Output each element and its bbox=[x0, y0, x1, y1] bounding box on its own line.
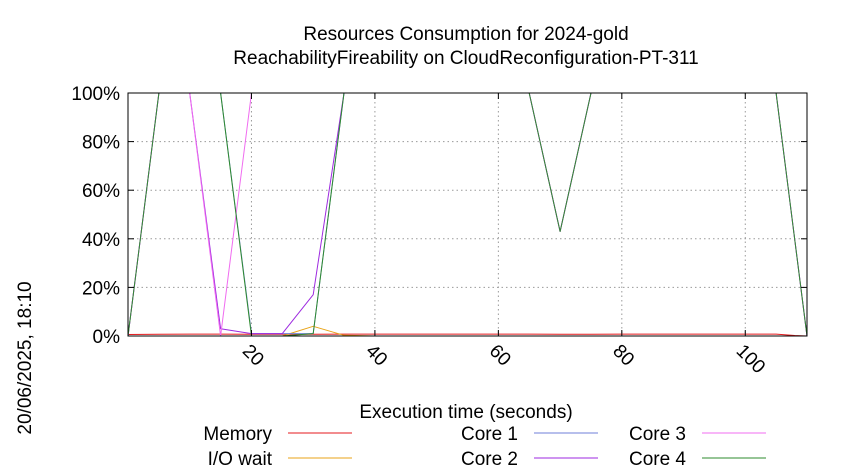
plot-frame bbox=[127, 92, 808, 337]
legend-label-core-4: Core 4 bbox=[629, 449, 686, 470]
axis-ticks: 0% 20% 40% 60% 80% 100% 20 40 60 80 100 bbox=[71, 84, 807, 378]
grid bbox=[128, 93, 807, 336]
x-tick-label: 80 bbox=[608, 341, 638, 371]
x-tick-label: 100 bbox=[732, 341, 769, 378]
timestamp-label: 20/06/2025, 18:10 bbox=[15, 281, 36, 434]
y-tick-label: 20% bbox=[82, 278, 120, 299]
y-tick-label: 80% bbox=[82, 133, 120, 154]
x-tick-label: 40 bbox=[361, 341, 391, 371]
x-tick-label: 20 bbox=[238, 341, 268, 371]
y-tick-label: 40% bbox=[82, 230, 120, 251]
series-line-core-4 bbox=[127, 92, 808, 337]
series-lines bbox=[127, 92, 808, 337]
y-tick-label: 100% bbox=[71, 84, 120, 105]
series-line-memory bbox=[127, 333, 808, 337]
legend-label-memory: Memory bbox=[203, 424, 272, 445]
chart-title-line-1: Resources Consumption for 2024-gold bbox=[303, 24, 628, 45]
legend-label-core-1: Core 1 bbox=[461, 424, 518, 445]
legend-label-i-o-wait: I/O wait bbox=[208, 449, 273, 470]
x-axis-label: Execution time (seconds) bbox=[359, 402, 572, 423]
series-line-core-1 bbox=[127, 92, 808, 337]
chart-title-line-2: ReachabilityFireability on CloudReconfig… bbox=[233, 48, 698, 69]
series-line-core-2 bbox=[127, 92, 808, 337]
x-tick-label: 60 bbox=[485, 341, 515, 371]
y-tick-label: 0% bbox=[93, 327, 121, 348]
series-line-core-3 bbox=[127, 92, 808, 337]
y-tick-label: 60% bbox=[82, 181, 120, 202]
legend-label-core-3: Core 3 bbox=[629, 424, 686, 445]
legend-label-core-2: Core 2 bbox=[461, 449, 518, 470]
legend: Memory I/O wait Core 1 Core 2 Core 3 Core 4 bbox=[203, 424, 766, 470]
